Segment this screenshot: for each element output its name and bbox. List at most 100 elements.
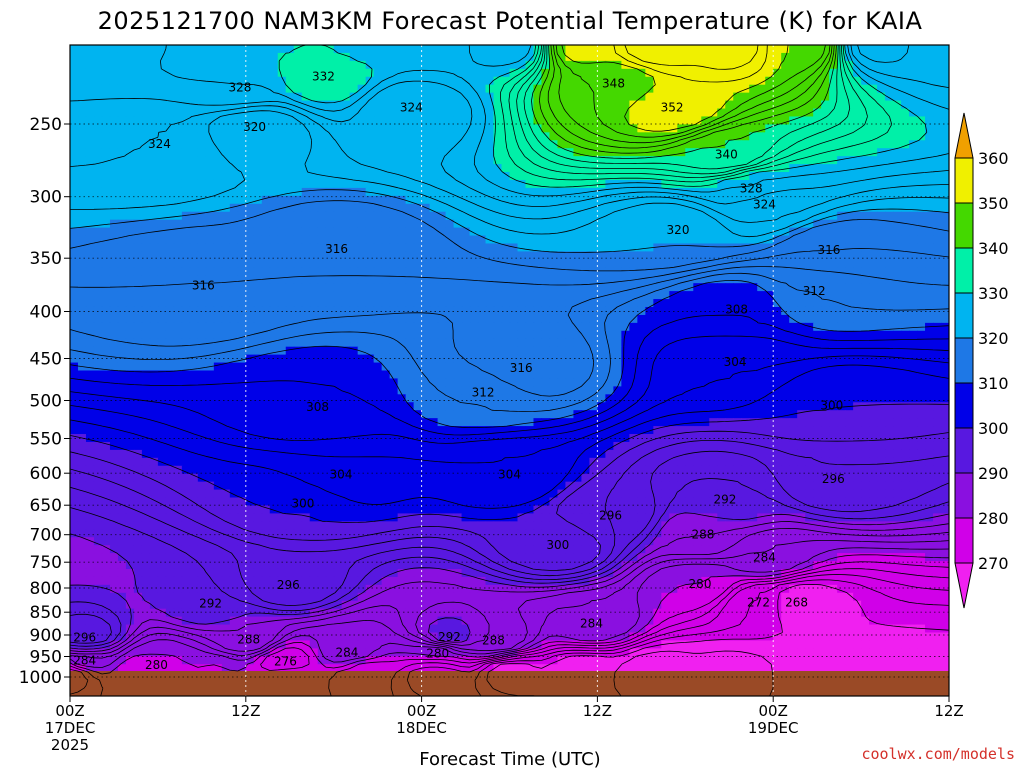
field-cell (253, 84, 263, 94)
field-cell (709, 251, 718, 260)
field-cell (501, 370, 511, 380)
field-cell (221, 172, 231, 181)
field-cell (109, 378, 119, 387)
field-cell (805, 338, 814, 348)
field-cell (477, 322, 487, 332)
field-cell (317, 251, 327, 260)
field-cell (741, 148, 750, 157)
field-cell (517, 322, 527, 332)
field-cell (829, 116, 838, 125)
field-cell (317, 195, 327, 205)
field-cell (749, 172, 758, 181)
field-cell (933, 354, 942, 364)
field-cell (221, 84, 231, 94)
field-cell (453, 203, 463, 213)
field-cell (901, 45, 910, 54)
field-cell (109, 100, 119, 110)
field-cell (333, 299, 343, 308)
field-cell (725, 100, 734, 110)
field-cell (885, 283, 894, 292)
field-cell (789, 346, 798, 356)
field-cell (557, 92, 567, 102)
field-cell (157, 148, 167, 157)
field-cell (581, 354, 591, 364)
field-cell (589, 68, 598, 78)
field-cell (389, 235, 399, 245)
field-cell (869, 179, 878, 189)
field-cell (181, 60, 191, 70)
field-cell (181, 378, 191, 387)
field-cell (173, 92, 183, 102)
field-cell (133, 100, 143, 110)
field-cell (277, 45, 287, 54)
field-cell (869, 172, 878, 181)
field-cell (517, 164, 527, 173)
field-cell (685, 124, 694, 133)
field-cell (357, 267, 367, 276)
field-cell (213, 211, 223, 221)
field-cell (181, 354, 191, 364)
field-cell (749, 322, 758, 332)
field-cell (805, 235, 814, 245)
field-cell (757, 346, 766, 356)
field-cell (357, 45, 367, 54)
field-cell (421, 227, 431, 237)
field-cell (325, 132, 335, 141)
field-cell (493, 386, 503, 395)
field-cell (245, 283, 255, 292)
field-cell (541, 314, 551, 324)
field-cell (245, 402, 255, 411)
field-cell (709, 140, 718, 149)
field-cell (781, 275, 790, 284)
field-cell (357, 283, 367, 292)
field-cell (101, 314, 111, 324)
field-cell (221, 299, 231, 308)
field-cell (589, 243, 598, 253)
field-cell (661, 132, 670, 141)
field-cell (677, 322, 686, 332)
field-cell (285, 267, 295, 276)
field-cell (685, 235, 694, 245)
field-cell (565, 164, 575, 173)
field-cell (341, 45, 351, 54)
field-cell (701, 92, 710, 102)
field-cell (133, 164, 143, 173)
field-cell (485, 164, 495, 173)
field-cell (261, 306, 271, 316)
field-cell (885, 259, 894, 268)
field-cell (165, 68, 175, 78)
field-cell (853, 76, 862, 86)
field-cell (733, 76, 742, 86)
field-cell (909, 164, 918, 173)
field-cell (293, 338, 303, 348)
field-cell (581, 251, 591, 260)
field-cell (405, 45, 415, 54)
field-cell (365, 219, 375, 229)
field-cell (293, 52, 303, 62)
field-cell (597, 211, 606, 221)
field-cell (845, 283, 854, 292)
field-cell (333, 402, 343, 411)
field-cell (245, 275, 255, 284)
field-cell (805, 291, 814, 300)
field-cell (445, 291, 455, 300)
field-cell (573, 108, 583, 118)
field-cell (493, 259, 503, 268)
field-cell (173, 251, 183, 260)
field-cell (357, 76, 367, 86)
field-cell (205, 164, 215, 173)
field-cell (669, 76, 678, 86)
field-cell (925, 60, 934, 70)
field-cell (669, 179, 678, 189)
field-cell (413, 92, 423, 102)
field-cell (845, 116, 854, 125)
field-cell (485, 243, 495, 253)
field-cell (461, 100, 471, 110)
field-cell (429, 394, 439, 403)
field-cell (861, 179, 870, 189)
field-cell (669, 124, 678, 133)
field-cell (717, 211, 726, 221)
field-cell (837, 187, 846, 197)
field-cell (501, 378, 511, 387)
field-cell (445, 314, 455, 324)
